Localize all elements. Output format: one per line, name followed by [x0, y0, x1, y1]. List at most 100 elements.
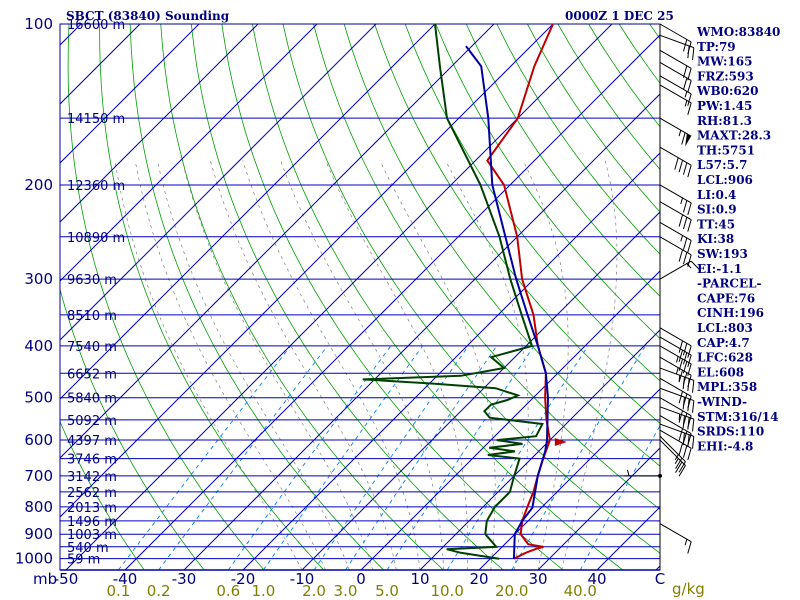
- isotherm: [60, 24, 200, 164]
- wind-barb: [659, 435, 686, 473]
- temperature-label: -30: [172, 570, 197, 588]
- wind-barb: [659, 184, 692, 215]
- index-line: MW:165: [697, 55, 752, 69]
- sounding-profiles: [362, 24, 567, 560]
- isotherm: [478, 388, 660, 570]
- barb-full: [687, 396, 692, 409]
- barb-full: [681, 132, 686, 145]
- storm-motion-marker: [554, 437, 567, 446]
- barb-shaft: [659, 84, 692, 104]
- wind-barb: [659, 423, 695, 449]
- barb-full: [678, 391, 683, 404]
- profiles-clipped: [362, 24, 554, 560]
- barb-full: [682, 432, 685, 446]
- wind-barb: [659, 117, 692, 147]
- dry-adiabat: [190, 24, 504, 570]
- dry-adiabat: [67, 24, 265, 570]
- wind-barb: [659, 523, 692, 554]
- barb-full: [687, 219, 692, 232]
- barb-half: [627, 469, 630, 476]
- isotherm: [60, 24, 495, 459]
- moist-adiabat: [242, 160, 421, 570]
- index-line: TT:45: [697, 217, 735, 231]
- barb-shaft: [659, 49, 692, 69]
- barb-full: [692, 436, 695, 449]
- wind-barb: [659, 84, 692, 115]
- barb-full: [678, 461, 686, 473]
- mixing-ratio-label: 0.2: [147, 582, 171, 600]
- dry-adiabat: [313, 24, 660, 510]
- pressure-label: 400: [24, 337, 53, 355]
- barb-half: [680, 235, 683, 242]
- dry-adiabat: [60, 287, 205, 570]
- mixing-ratio-label: 10.0: [430, 582, 463, 600]
- barb-full: [687, 240, 692, 253]
- barb-half: [674, 454, 679, 461]
- barb-full: [692, 47, 695, 60]
- barb-full: [678, 370, 683, 383]
- barb-half: [684, 100, 688, 107]
- pressure-label: 900: [24, 525, 53, 543]
- barb-half: [684, 91, 688, 98]
- barb-shaft: [659, 406, 694, 420]
- wind-barb: [659, 34, 695, 60]
- moist-adiabat: [181, 160, 374, 570]
- index-line: KI:38: [697, 232, 734, 246]
- height-label: 9630 m: [67, 273, 117, 288]
- height-label: 59 m: [67, 553, 100, 568]
- barb-full: [687, 80, 692, 93]
- barb-full: [682, 415, 685, 429]
- barb-full: [682, 162, 688, 175]
- index-line: EI:-1.1: [697, 262, 742, 276]
- barb-full: [682, 237, 688, 250]
- barb-full: [678, 249, 683, 262]
- height-label: 7540 m: [67, 340, 117, 355]
- index-line: TH:5751: [697, 143, 755, 157]
- barb-shaft: [659, 435, 686, 462]
- barb-full: [678, 465, 686, 477]
- barb-full: [682, 252, 688, 265]
- pressure-label: 1000: [15, 550, 53, 568]
- barb-full: [682, 445, 688, 458]
- pressure-unit-label: mb: [33, 570, 57, 588]
- barb-shaft: [659, 184, 692, 204]
- barb-full: [687, 354, 692, 368]
- mixing-ratio-line: [579, 424, 660, 570]
- barb-full: [678, 358, 683, 371]
- mixing-ratio-line: [158, 345, 328, 570]
- barb-shaft: [659, 356, 692, 376]
- mixing-ratio-label: 1.0: [251, 582, 275, 600]
- isotherm: [65, 24, 613, 570]
- barb-shaft: [659, 415, 692, 435]
- barb-full: [687, 375, 692, 388]
- barb-full: [678, 214, 683, 227]
- wind-barb: [659, 439, 686, 477]
- wind-barb: [659, 75, 692, 106]
- moist-adiabat: [209, 160, 397, 570]
- temperature-label: -40: [113, 570, 138, 588]
- index-line: RH:81.3: [697, 114, 752, 128]
- barb-full: [687, 433, 692, 446]
- index-line: CINH:196: [697, 306, 764, 320]
- mixing-ratio-label: 2.0: [302, 582, 326, 600]
- isotherm: [60, 24, 554, 518]
- barb-shaft: [659, 236, 692, 256]
- isotherm: [419, 329, 660, 570]
- barb-half: [676, 367, 679, 374]
- mixing-ratio-line: [511, 345, 646, 570]
- barb-full: [687, 41, 692, 55]
- barb-full: [682, 352, 688, 365]
- barb-full: [678, 340, 683, 353]
- index-line: EHI:-4.8: [697, 439, 753, 453]
- wind-barb: [659, 146, 692, 178]
- mixing-ratio-label: 3.0: [334, 582, 358, 600]
- barb-full: [687, 202, 692, 215]
- background-grid: [59, 23, 661, 571]
- stability-indices-panel: WMO:83840TP:79MW:165FRZ:593WB0:620PW:1.4…: [696, 25, 780, 453]
- barb-full: [682, 430, 688, 444]
- isotherm: [124, 34, 660, 570]
- height-label: 6652 m: [67, 367, 117, 382]
- barb-full: [675, 461, 683, 473]
- index-line: SRDS:110: [697, 425, 764, 439]
- barb-full: [674, 157, 679, 170]
